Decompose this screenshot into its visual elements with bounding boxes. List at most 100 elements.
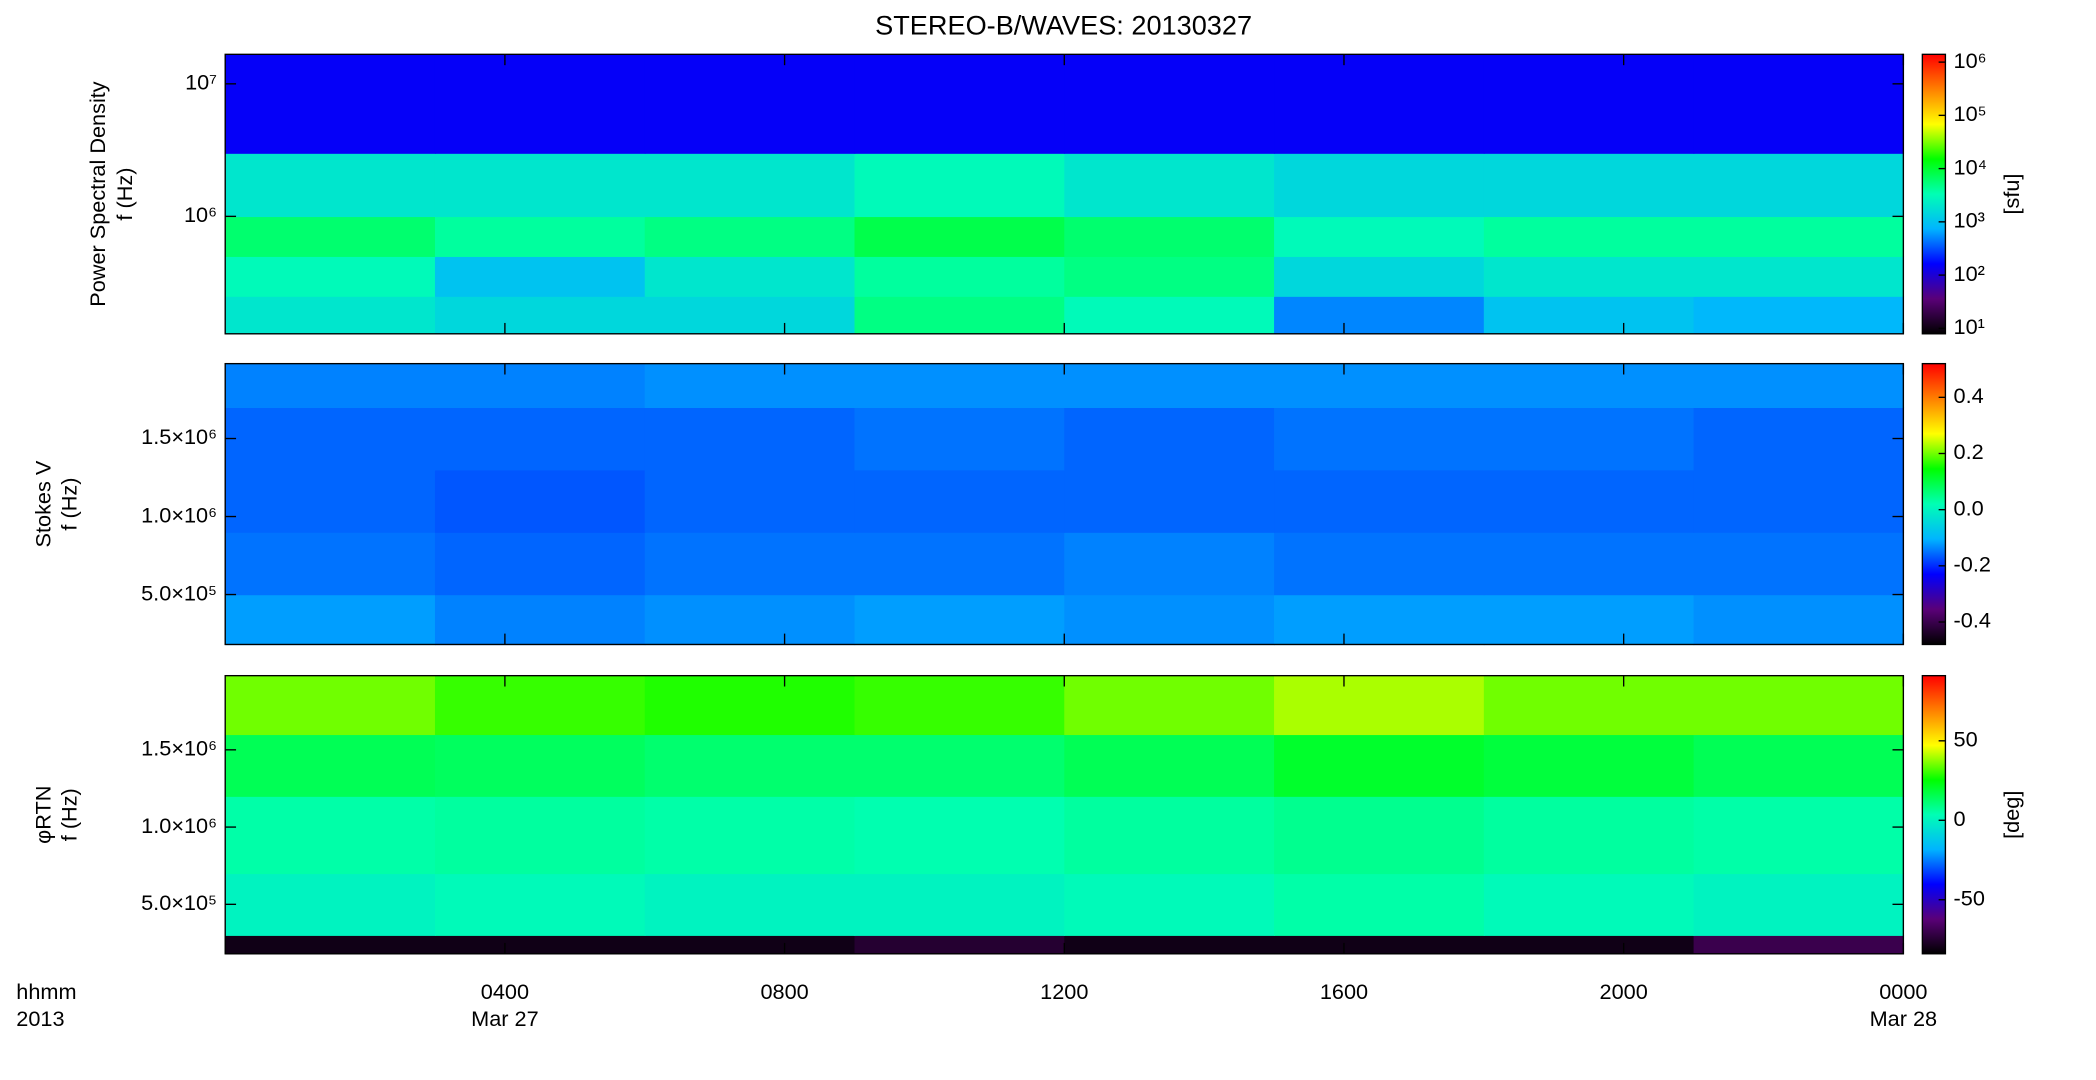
heatmap-cell — [1274, 469, 1485, 533]
heatmap-cell — [434, 734, 646, 797]
heatmap-cell — [854, 532, 1065, 596]
heatmap-cell — [1274, 216, 1485, 257]
heatmap-cell — [1064, 796, 1275, 875]
colorbar-label: [deg] — [1999, 791, 2024, 839]
heatmap-cell — [434, 796, 646, 875]
heatmap-cell — [1483, 407, 1695, 471]
heatmap-cell — [1274, 532, 1485, 596]
heatmap-cell — [1274, 153, 1485, 218]
heatmap-cell — [1483, 153, 1695, 218]
colorbar-tick-label: 10⁶ — [1954, 48, 1987, 73]
heatmap-cell — [434, 469, 646, 533]
heatmap-cell — [1693, 734, 1905, 797]
heatmap-cell — [644, 54, 856, 154]
y-tick-label: 1.0×10⁶ — [141, 813, 217, 838]
heatmap-cell — [225, 675, 436, 736]
heatmap-cell — [1693, 796, 1905, 875]
heatmap-cell — [1064, 296, 1275, 335]
heatmap-cell — [1693, 532, 1905, 596]
heatmap-cell — [854, 734, 1065, 797]
heatmap-cell — [1693, 363, 1905, 408]
heatmap-cell — [1274, 796, 1485, 875]
heatmap-cell — [644, 873, 856, 936]
y-axis-label: f (Hz) — [56, 478, 81, 531]
heatmap-cell — [225, 153, 436, 218]
colorbar-tick-label: -0.2 — [1954, 552, 1991, 577]
heatmap-cell — [1693, 296, 1905, 335]
heatmap-cell — [434, 873, 646, 936]
heatmap-cell — [1483, 216, 1695, 257]
heatmap-cell — [1483, 469, 1695, 533]
heatmap-cell — [434, 216, 646, 257]
heatmap-cell — [854, 675, 1065, 736]
heatmap-cell — [1274, 935, 1485, 955]
heatmap-cell — [225, 256, 436, 297]
heatmap-cell — [854, 216, 1065, 257]
x-axis-label: 2013 — [16, 1006, 64, 1031]
heatmap-cell — [1274, 873, 1485, 936]
colorbar-tick-label: 10⁴ — [1954, 154, 1987, 179]
heatmap-cell — [854, 363, 1065, 408]
heatmap-cell — [434, 935, 646, 955]
heatmap-cell — [1483, 675, 1695, 736]
colorbar — [1921, 53, 1947, 335]
heatmap-cell — [1693, 407, 1905, 471]
y-axis-label: f (Hz) — [112, 168, 137, 221]
heatmap-cell — [644, 796, 856, 875]
colorbar-tick-label: 10³ — [1954, 208, 1985, 233]
y-tick-label: 1.5×10⁶ — [141, 424, 217, 449]
heatmap-cell — [434, 363, 646, 408]
heatmap-cell — [1693, 873, 1905, 936]
heatmap-cell — [1274, 54, 1485, 154]
heatmap-cell — [1064, 935, 1275, 955]
heatmap-cell — [644, 407, 856, 471]
heatmap-cell — [225, 532, 436, 596]
heatmap-cell — [1483, 532, 1695, 596]
colorbar-tick-label: -50 — [1954, 885, 1985, 910]
heatmap-cell — [1274, 363, 1485, 408]
heatmap-cell — [1064, 216, 1275, 257]
heatmap-cell — [434, 594, 646, 646]
y-tick-label: 10⁷ — [185, 70, 217, 95]
y-tick-label: 5.0×10⁵ — [141, 890, 217, 915]
y-tick-label: 5.0×10⁵ — [141, 580, 217, 605]
heatmap-cell — [854, 873, 1065, 936]
y-tick-label: 10⁶ — [184, 202, 217, 227]
heatmap-cell — [1483, 54, 1695, 154]
x-date-label: Mar 27 — [471, 1006, 539, 1031]
heatmap-cell — [1274, 734, 1485, 797]
heatmap-cell — [1693, 54, 1905, 154]
heatmap-cell — [1064, 873, 1275, 936]
heatmap-cell — [434, 532, 646, 596]
heatmap-cell — [1064, 54, 1275, 154]
heatmap-cell — [1064, 734, 1275, 797]
heatmap-cell — [644, 153, 856, 218]
heatmap-cell — [1483, 935, 1695, 955]
heatmap-cell — [854, 469, 1065, 533]
heatmap-cell — [1483, 256, 1695, 297]
heatmap-cell — [1483, 363, 1695, 408]
heatmap-cell — [644, 675, 856, 736]
heatmap-cell — [1693, 935, 1905, 955]
heatmap-cell — [644, 935, 856, 955]
heatmap-cell — [1693, 153, 1905, 218]
x-axis-label: hhmm — [16, 979, 76, 1004]
x-tick-label: 2000 — [1600, 979, 1648, 1004]
colorbar-tick-label: 10² — [1954, 261, 1985, 286]
colorbar-label: [sfu] — [1999, 174, 2024, 215]
heatmap-cell — [225, 594, 436, 646]
heatmap-cell — [1274, 296, 1485, 335]
heatmap-cell — [644, 256, 856, 297]
heatmap-cell — [1693, 256, 1905, 297]
x-tick-label: 0800 — [760, 979, 808, 1004]
heatmap-cell — [434, 407, 646, 471]
heatmap-cell — [854, 594, 1065, 646]
y-tick-label: 1.5×10⁶ — [141, 736, 217, 761]
heatmap-cell — [1483, 594, 1695, 646]
y-axis-label: φRTN — [31, 786, 56, 844]
heatmap-cell — [1693, 469, 1905, 533]
heatmap-cell — [1274, 594, 1485, 646]
heatmap-cell — [854, 935, 1065, 955]
heatmap-cell — [225, 216, 436, 257]
heatmap-cell — [854, 407, 1065, 471]
